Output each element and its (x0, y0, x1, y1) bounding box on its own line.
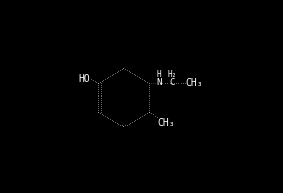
Text: H: H (157, 70, 161, 79)
Text: CH₃: CH₃ (186, 78, 203, 88)
Text: H₂: H₂ (168, 70, 177, 79)
Text: N: N (156, 78, 162, 87)
Text: C: C (170, 78, 175, 87)
Text: HO: HO (78, 74, 90, 84)
Text: CH₃: CH₃ (157, 118, 175, 128)
